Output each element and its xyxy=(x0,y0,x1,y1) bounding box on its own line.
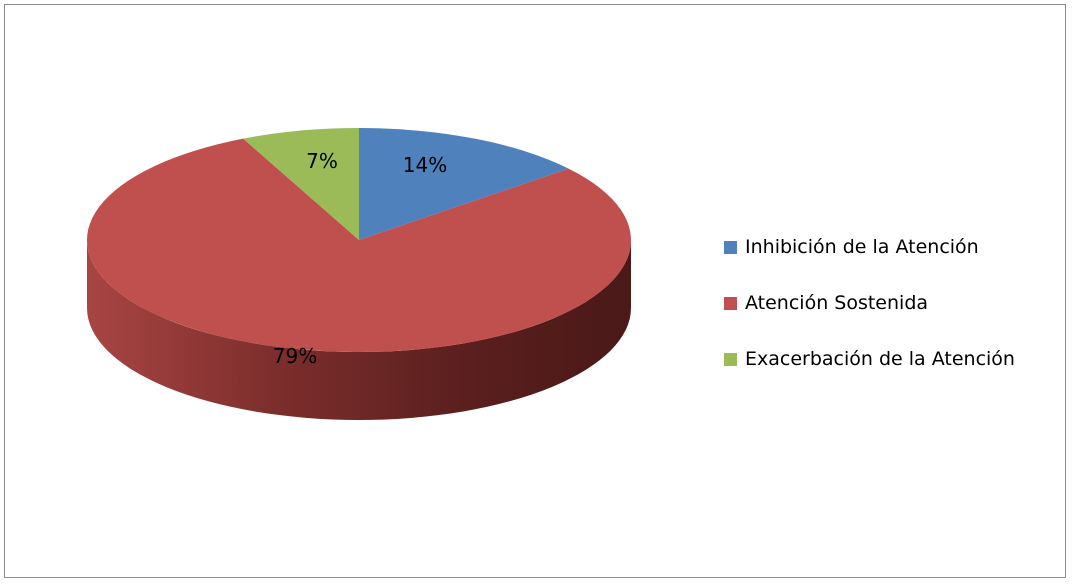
slice-label: 7% xyxy=(306,149,338,173)
legend-label: Exacerbación de la Atención xyxy=(745,348,1015,370)
legend-label: Inhibición de la Atención xyxy=(745,236,979,258)
pie-labels: 14% 79% 7% xyxy=(273,149,447,368)
pie-slice xyxy=(359,128,569,240)
legend-item-exacerbacion: Exacerbación de la Atención xyxy=(724,344,1015,374)
pie-slice xyxy=(86,138,631,353)
legend-swatch xyxy=(724,352,737,366)
pie-side-wall xyxy=(87,240,631,420)
slice-label: 14% xyxy=(403,153,447,177)
legend-swatch xyxy=(724,296,737,310)
legend-label: Atención Sostenida xyxy=(745,292,929,314)
slice-label: 79% xyxy=(273,344,317,368)
pie-side xyxy=(87,240,631,420)
legend-item-sostenida: Atención Sostenida xyxy=(724,288,1015,318)
legend-swatch xyxy=(724,240,737,254)
pie-top xyxy=(86,128,631,353)
pie-slice xyxy=(243,128,359,240)
legend: Inhibición de la Atención Atención Soste… xyxy=(724,232,1015,400)
legend-item-inhibicion: Inhibición de la Atención xyxy=(724,232,1015,262)
